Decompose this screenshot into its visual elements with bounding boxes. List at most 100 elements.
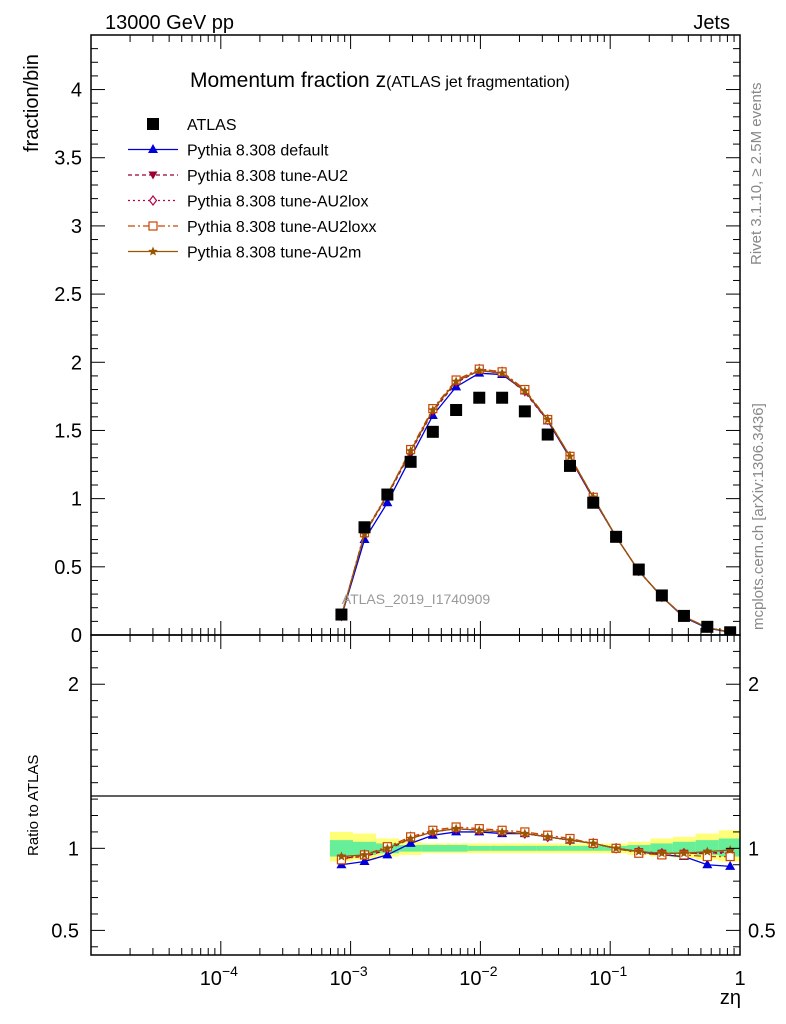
ratio-4-point [474, 825, 485, 835]
data-point [701, 620, 714, 633]
y-tick-label-top: 3 [71, 216, 82, 238]
bottom-panel-frame [90, 634, 741, 956]
x-tick-label: 10−3 [329, 963, 367, 990]
series-4-point [405, 445, 416, 455]
data-point [335, 608, 348, 621]
ratio-4-point [565, 835, 575, 845]
ratio-series-group [336, 822, 736, 870]
x-tick-label-base: 10 [200, 968, 222, 990]
mcplots-label: mcplots.cern.ch [arXiv:1306.3436] [750, 403, 767, 630]
legend: ATLAS Pythia 8.308 default Pythia 8.308 tu… [128, 117, 376, 262]
chart-title: Momentum fraction z(ATLAS jet fragmentat… [190, 69, 570, 92]
chart-title-sub: (ATLAS jet fragmentation) [386, 74, 570, 91]
uncertainty-band-inner [536, 845, 559, 851]
uncertainty-band-inner [421, 845, 445, 852]
y-tick-label-top: 3.5 [54, 148, 82, 170]
x-axis-label: zη [720, 987, 741, 1009]
legend-marker [148, 171, 158, 180]
ratio-4-point [359, 849, 370, 859]
data-point [563, 459, 576, 472]
x-tick-label-base: 1 [734, 968, 745, 990]
data-point [381, 488, 394, 501]
ratio-line-4 [341, 827, 731, 858]
x-tick-label: 10−2 [459, 963, 497, 990]
uncertainty-band-inner [490, 845, 514, 851]
analysis-watermark: ATLAS_2019_I1740909 [342, 591, 491, 607]
legend-marker [148, 246, 158, 256]
ratio-4-point [520, 828, 530, 838]
ratio-4-point [542, 831, 553, 841]
y-tick-label-bottom-right: 2 [748, 674, 759, 696]
uncertainty-band-inner [398, 845, 422, 852]
uncertainty-band-inner [558, 845, 582, 851]
series-4-point [497, 368, 507, 378]
ratio-4-point [657, 848, 667, 858]
ratio-4-point [588, 838, 598, 848]
y-tick-label-top: 2.5 [54, 284, 82, 306]
ratio-0-point [702, 859, 713, 869]
y-tick-label-bottom-right: 1 [748, 838, 759, 860]
legend-marker [147, 118, 159, 130]
uncertainty-band-inner [352, 841, 376, 855]
uncertainty-band-inner [467, 845, 491, 851]
ratio-4-point [405, 833, 416, 843]
ratio-4-point [611, 843, 621, 853]
data-point [724, 626, 737, 635]
legend-label: Pythia 8.308 tune-AU2 [187, 168, 348, 185]
y-tick-label-top: 4 [71, 80, 82, 102]
y-tick-label-bottom-left: 1 [68, 838, 79, 860]
data-point [404, 455, 417, 468]
data-point [450, 404, 463, 416]
data-point [655, 589, 668, 602]
uncertainty-band-inner [513, 845, 537, 851]
legend-marker [148, 221, 158, 231]
data-point [518, 405, 531, 418]
data-point [677, 609, 690, 622]
y-tick-label-top: 1 [71, 489, 82, 511]
x-tick-label-base: 10 [589, 968, 611, 990]
top-series-group [335, 363, 737, 635]
x-tick-label: 10−4 [200, 963, 238, 990]
ratio-4-point [451, 823, 461, 833]
data-point [496, 391, 509, 404]
data-point [541, 428, 554, 441]
data-point [426, 425, 439, 438]
x-tick-label-exponent: −2 [482, 963, 498, 979]
legend-label: Pythia 8.308 tune-AU2loxx [187, 219, 376, 236]
ratio-4-point [336, 851, 347, 861]
y-tick-label-top: 0 [71, 625, 82, 647]
legend-label: Pythia 8.308 tune-AU2lox [187, 194, 368, 211]
y-tick-label-bottom-left: 0.5 [51, 920, 79, 942]
ratio-3-point [725, 851, 735, 862]
data-point [610, 530, 623, 543]
ratio-4-point [634, 846, 644, 856]
x-tick-label-exponent: −1 [611, 963, 627, 979]
series-4-point [359, 529, 370, 539]
x-tick-label-exponent: −3 [352, 963, 368, 979]
series-4-point [451, 376, 461, 386]
legend-label: ATLAS [187, 117, 237, 134]
uncertainty-band-inner [329, 840, 353, 857]
legend-label: Pythia 8.308 tune-AU2m [187, 245, 361, 262]
data-point [632, 563, 645, 576]
ratio-4-point [497, 826, 507, 836]
y-tick-label-bottom-left: 2 [68, 674, 79, 696]
y-tick-label-top: 0.5 [54, 557, 82, 579]
ratio-4-point [382, 843, 393, 853]
x-tick-label-exponent: −4 [222, 963, 238, 979]
ratio-4-point [725, 844, 735, 855]
data-point [473, 391, 486, 404]
data-point [358, 521, 371, 534]
series-4-point [428, 405, 438, 415]
series-4-point [542, 414, 553, 424]
x-tick-label: 10−1 [589, 963, 627, 990]
data-point [587, 496, 600, 509]
x-tick-label-base: 10 [459, 968, 481, 990]
uncertainty-band-inner [444, 845, 468, 852]
legend-marker [148, 195, 158, 206]
series-4-point [520, 385, 530, 395]
y-tick-label-top: 1.5 [54, 420, 82, 442]
ratio-4-point [702, 846, 713, 856]
ratio-4-point [428, 826, 438, 836]
